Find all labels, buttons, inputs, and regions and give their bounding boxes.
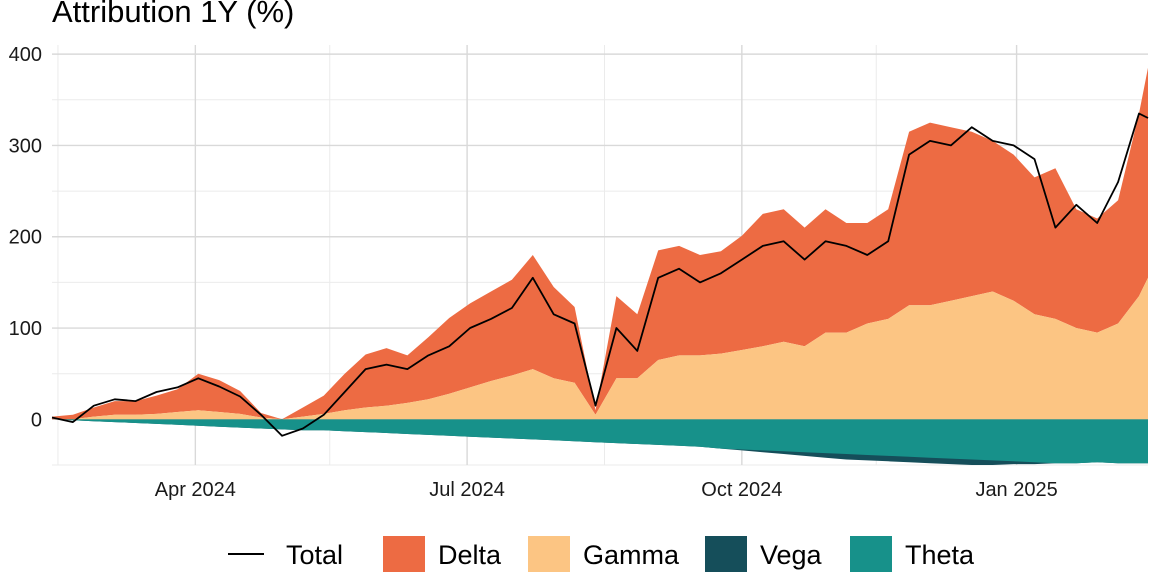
x-tick-label: Apr 2024 [155, 479, 236, 501]
legend-key-delta [383, 536, 425, 572]
legend-item-total: Total [228, 540, 343, 570]
legend-item-theta: Theta [850, 536, 975, 572]
x-tick-label: Oct 2024 [701, 479, 782, 501]
legend-key-theta [850, 536, 892, 572]
legend-label-gamma: Gamma [583, 540, 680, 570]
y-axis: 0 100 200 300 400 [9, 44, 42, 431]
area-theta [52, 419, 1148, 464]
y-tick-label: 200 [9, 227, 42, 249]
area-gamma [52, 277, 1148, 420]
legend-item-vega: Vega [705, 536, 823, 572]
chart-title: Attribution 1Y (%) [52, 0, 295, 29]
legend-item-delta: Delta [383, 536, 502, 572]
legend-label-theta: Theta [905, 540, 975, 570]
legend: Total Delta Gamma Vega Theta [228, 536, 975, 572]
line-total [51, 112, 1149, 437]
y-tick-label: 100 [9, 318, 42, 340]
legend-label-total: Total [286, 540, 343, 570]
x-axis: Apr 2024 Jul 2024 Oct 2024 Jan 2025 [155, 479, 1058, 501]
legend-key-gamma [528, 536, 570, 572]
x-tick-label: Jan 2025 [975, 479, 1057, 501]
legend-key-vega [705, 536, 747, 572]
y-tick-label: 300 [9, 135, 42, 157]
x-tick-label: Jul 2024 [429, 479, 505, 501]
area-delta [52, 67, 1148, 420]
line-layer [51, 112, 1149, 437]
area-layer [52, 67, 1148, 465]
grid-minor [52, 45, 1148, 466]
legend-item-gamma: Gamma [528, 536, 680, 572]
y-tick-label: 400 [9, 44, 42, 66]
legend-label-delta: Delta [438, 540, 502, 570]
legend-label-vega: Vega [760, 540, 823, 570]
y-tick-label: 0 [31, 409, 42, 431]
